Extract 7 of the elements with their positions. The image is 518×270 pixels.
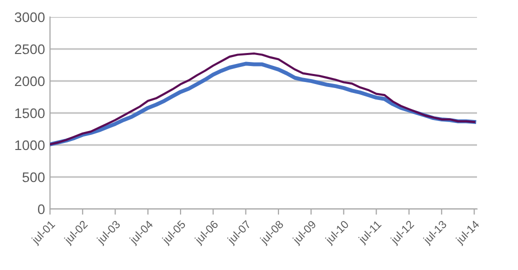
y-tick-label: 1000 bbox=[15, 140, 45, 150]
y-tick-label: 500 bbox=[22, 172, 45, 182]
y-tick-label: 1500 bbox=[15, 108, 45, 118]
y-tick-label: 2500 bbox=[14, 44, 45, 54]
y-tick-label: 3000 bbox=[14, 12, 45, 22]
y-tick-label: 0 bbox=[38, 204, 45, 214]
y-tick-label: 2000 bbox=[14, 76, 45, 86]
